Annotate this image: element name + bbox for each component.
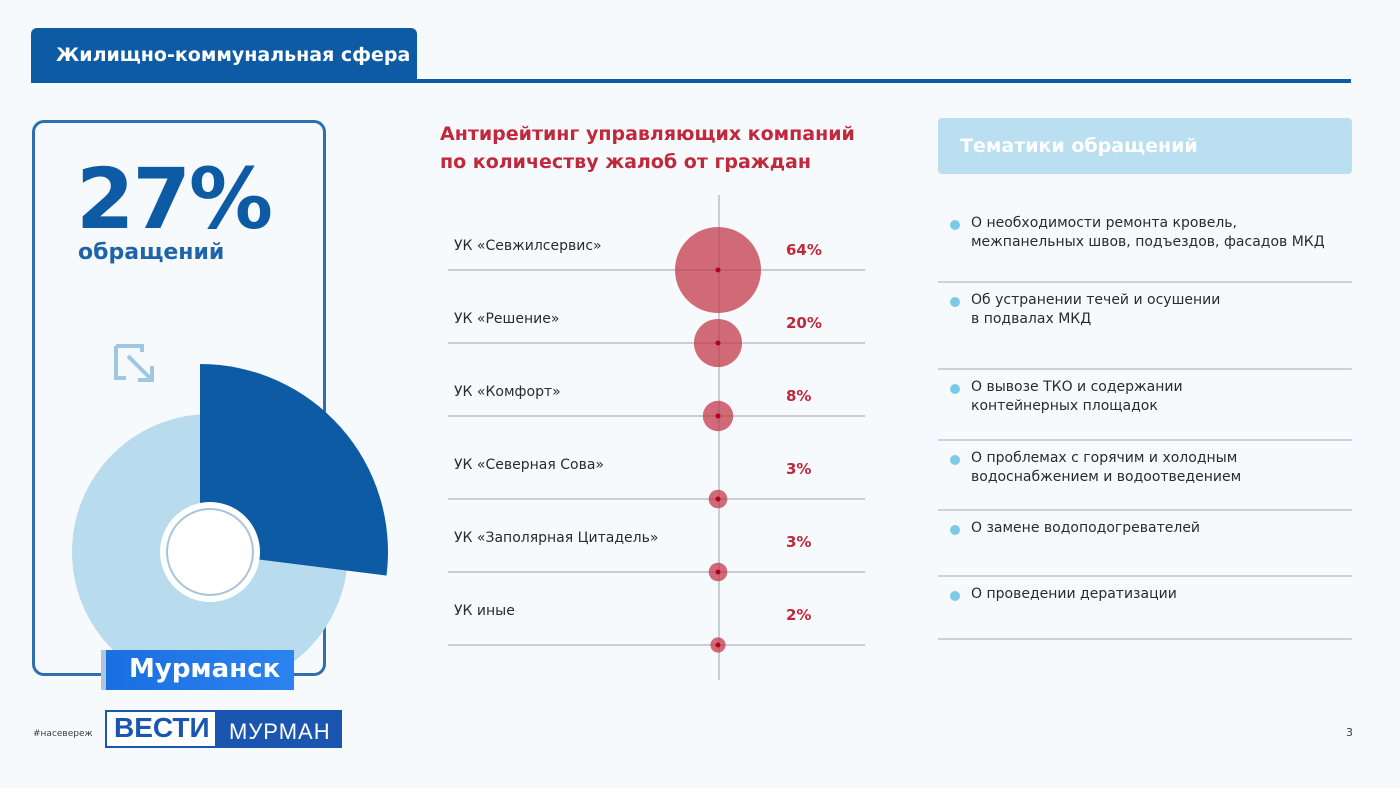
topic-item: Об устранении течей и осушении в подвалах… — [938, 281, 1352, 370]
topic-text: О необходимости ремонта кровель, межпанел… — [971, 215, 1325, 250]
category-label: УК «Заполярная Цитадель» — [454, 530, 658, 546]
category-label: УК иные — [454, 603, 515, 619]
value-label: 8% — [786, 387, 811, 405]
channel-logo-right — [217, 710, 342, 748]
value-label: 64% — [786, 241, 822, 259]
topics-header-label: Тематики обращений — [960, 135, 1198, 157]
topic-text: О замене водоподогревателей — [971, 520, 1201, 536]
topics-header — [938, 118, 1352, 174]
value-label: 3% — [786, 460, 811, 478]
chart-title-line-2: по количеству жалоб от граждан — [440, 151, 812, 173]
topic-item: О вывозе ТКО и содержании контейнерных пл… — [938, 368, 1352, 441]
chart-title-line-1: Антирейтинг управляющих компаний — [440, 123, 855, 145]
bubble-center-dot — [715, 496, 721, 502]
topic-text: Об устранении течей и осушении в подвалах… — [971, 292, 1221, 327]
bubble-center-dot — [715, 569, 721, 575]
footer-hashtag: #насевереж — [33, 729, 93, 739]
share-donut — [72, 364, 388, 690]
donut-hole-ring — [166, 508, 254, 596]
bubble-center-dot — [715, 413, 721, 419]
topic-text: О проблемах с горячим и холодным водоснаб… — [971, 450, 1242, 485]
bullet-dot-icon — [950, 297, 960, 307]
bubble-center-dot — [715, 267, 721, 273]
arrow-down-right-icon — [114, 344, 154, 382]
category-label: УК «Решение» — [454, 311, 559, 327]
channel-logo-left — [105, 710, 217, 748]
donut-hole-outer — [160, 502, 260, 602]
topic-item: О необходимости ремонта кровель, межпанел… — [938, 204, 1352, 283]
bullet-dot-icon — [950, 591, 960, 601]
topic-item: О проблемах с горячим и холодным водоснаб… — [938, 439, 1352, 511]
channel-logo-right-text: МУРМАН — [229, 719, 331, 744]
topic-text: О проведении дератизации — [971, 586, 1177, 602]
chart-title: Антирейтинг управляющих компаний по коли… — [440, 120, 855, 176]
topic-item: О замене водоподогревателей — [938, 509, 1352, 577]
bullet-dot-icon — [950, 384, 960, 394]
header-tab — [31, 28, 417, 82]
stat-label: обращений — [78, 240, 225, 265]
city-tag — [106, 650, 294, 690]
stat-value: 27% — [76, 150, 273, 248]
channel-logo-left-text: ВЕСТИ — [114, 712, 210, 743]
bullet-dot-icon — [950, 220, 960, 230]
bubble-chart: УК «Севжилсервис» 64% УК «Решение» 20% УК «К… — [448, 195, 865, 680]
category-label: УК «Комфорт» — [454, 384, 561, 400]
value-label: 2% — [786, 606, 811, 624]
city-label: Мурманск — [129, 654, 281, 684]
category-label: УК «Северная Сова» — [454, 457, 604, 473]
bullet-dot-icon — [950, 525, 960, 535]
page-title: Жилищно-коммунальная сфера — [56, 44, 411, 66]
bubble-center-dot — [715, 642, 721, 648]
header-underline — [31, 79, 1351, 83]
value-label: 20% — [786, 314, 822, 332]
value-label: 3% — [786, 533, 811, 551]
category-label: УК «Севжилсервис» — [454, 238, 602, 254]
topic-item: О проведении дератизации — [938, 575, 1352, 640]
bubble-center-dot — [715, 340, 721, 346]
page-number: 3 — [1346, 726, 1353, 739]
bullet-dot-icon — [950, 455, 960, 465]
topic-text: О вывозе ТКО и содержании контейнерных пл… — [971, 379, 1183, 414]
